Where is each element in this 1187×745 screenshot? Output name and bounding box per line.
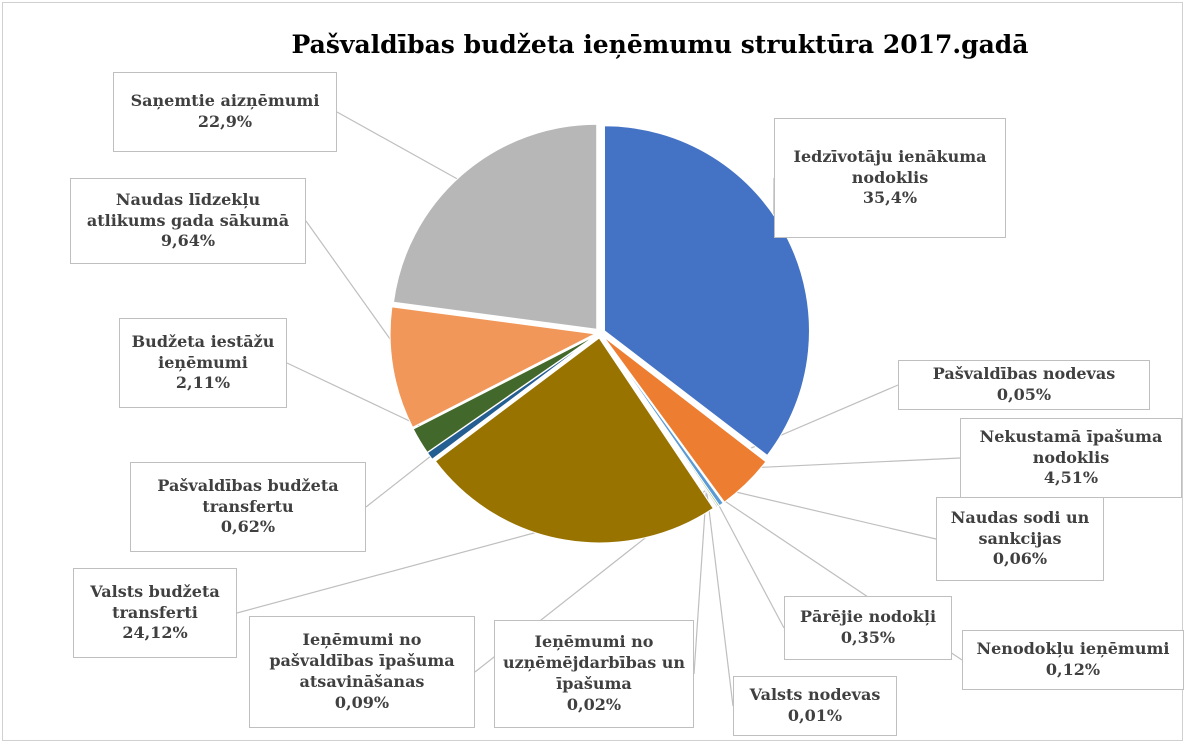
- data-label: Valsts nodevas 0,01%: [733, 676, 897, 736]
- data-label: Budžeta iestāžu ieņēmumi 2,11%: [119, 318, 287, 408]
- label-name: Ieņēmumi no uzņēmējdarbības un īpašuma: [502, 632, 686, 693]
- pie-slice: [434, 337, 714, 544]
- data-label: Iedzīvotāju ienākuma nodoklis 35,4%: [774, 118, 1006, 238]
- pie-slice: [392, 123, 598, 330]
- pie-slice: [602, 336, 719, 509]
- leader-line: [732, 457, 961, 470]
- label-name: Pašvaldības budžeta transfertu: [157, 475, 339, 516]
- label-name: Pašvaldības nodevas: [932, 364, 1116, 384]
- pie-slice: [389, 306, 597, 429]
- label-name: Pārējie nodokļi: [799, 607, 937, 627]
- leader-line: [705, 489, 734, 707]
- data-label: Pašvaldības nodevas 0,05%: [898, 360, 1150, 410]
- data-label: Valsts budžeta transferti 24,12%: [73, 568, 237, 658]
- data-label: Naudas sodi un sankcijas 0,06%: [936, 497, 1104, 581]
- label-value: 22,9%: [197, 112, 253, 131]
- data-label: Pārējie nodokļi 0,35%: [784, 596, 952, 660]
- label-value: 2,11%: [175, 373, 231, 393]
- label-name: Ieņēmumi no pašvaldības īpašuma atsavinā…: [269, 630, 455, 691]
- label-value: 4,51%: [1043, 468, 1099, 488]
- label-name: Nenodokļu ieņēmumi: [976, 639, 1170, 659]
- label-value: 35,4%: [862, 188, 918, 208]
- label-name: Saņemtie aizņēmumi: [130, 91, 320, 111]
- pie-slice: [412, 335, 596, 454]
- data-label: Saņemtie aizņēmumi 22,9%: [113, 72, 337, 152]
- label-value: 0,12%: [1045, 660, 1101, 679]
- leader-line: [711, 485, 937, 540]
- leader-line: [708, 487, 785, 629]
- label-value: 24,12%: [122, 623, 188, 643]
- label-name: Iedzīvotāju ienākuma nodoklis: [793, 146, 987, 187]
- label-name: Valsts budžeta transferti: [90, 581, 220, 622]
- label-value: 0,05%: [996, 385, 1052, 404]
- data-label: Nenodokļu ieņēmumi 0,12%: [962, 630, 1184, 690]
- data-label: Nekustamā īpašuma nodoklis 4,51%: [960, 418, 1182, 498]
- label-name: Budžeta iestāžu ieņēmumi: [131, 331, 275, 372]
- label-name: Valsts nodevas: [749, 685, 881, 705]
- chart-title: Pašvaldības budžeta ieņēmumu struktūra 2…: [291, 30, 1029, 59]
- label-value: 0,06%: [992, 549, 1048, 569]
- label-name: Naudas sodi un sankcijas: [950, 507, 1090, 548]
- pie-slice: [603, 336, 767, 503]
- data-label: Naudas līdzekļu atlikums gada sākumā 9,64…: [70, 178, 306, 264]
- pie-slice: [603, 125, 810, 457]
- label-value: 0,35%: [840, 628, 896, 647]
- label-value: 0,62%: [220, 517, 276, 537]
- label-name: Naudas līdzekļu atlikums gada sākumā: [86, 189, 290, 230]
- leader-line: [236, 523, 568, 614]
- data-label: Ieņēmumi no pašvaldības īpašuma atsavinā…: [249, 616, 475, 728]
- data-label: Ieņēmumi no uzņēmējdarbības un īpašuma 0,…: [494, 620, 694, 728]
- label-value: 0,01%: [787, 706, 843, 725]
- leader-line: [693, 489, 708, 675]
- label-value: 0,09%: [334, 692, 390, 712]
- label-name: Nekustamā īpašuma nodoklis: [979, 426, 1163, 467]
- label-value: 9,64%: [160, 231, 216, 251]
- pie-slice: [603, 335, 768, 462]
- label-value: 0,02%: [566, 694, 622, 714]
- data-label: Pašvaldības budžeta transfertu 0,62%: [130, 462, 366, 552]
- leader-line: [336, 111, 473, 188]
